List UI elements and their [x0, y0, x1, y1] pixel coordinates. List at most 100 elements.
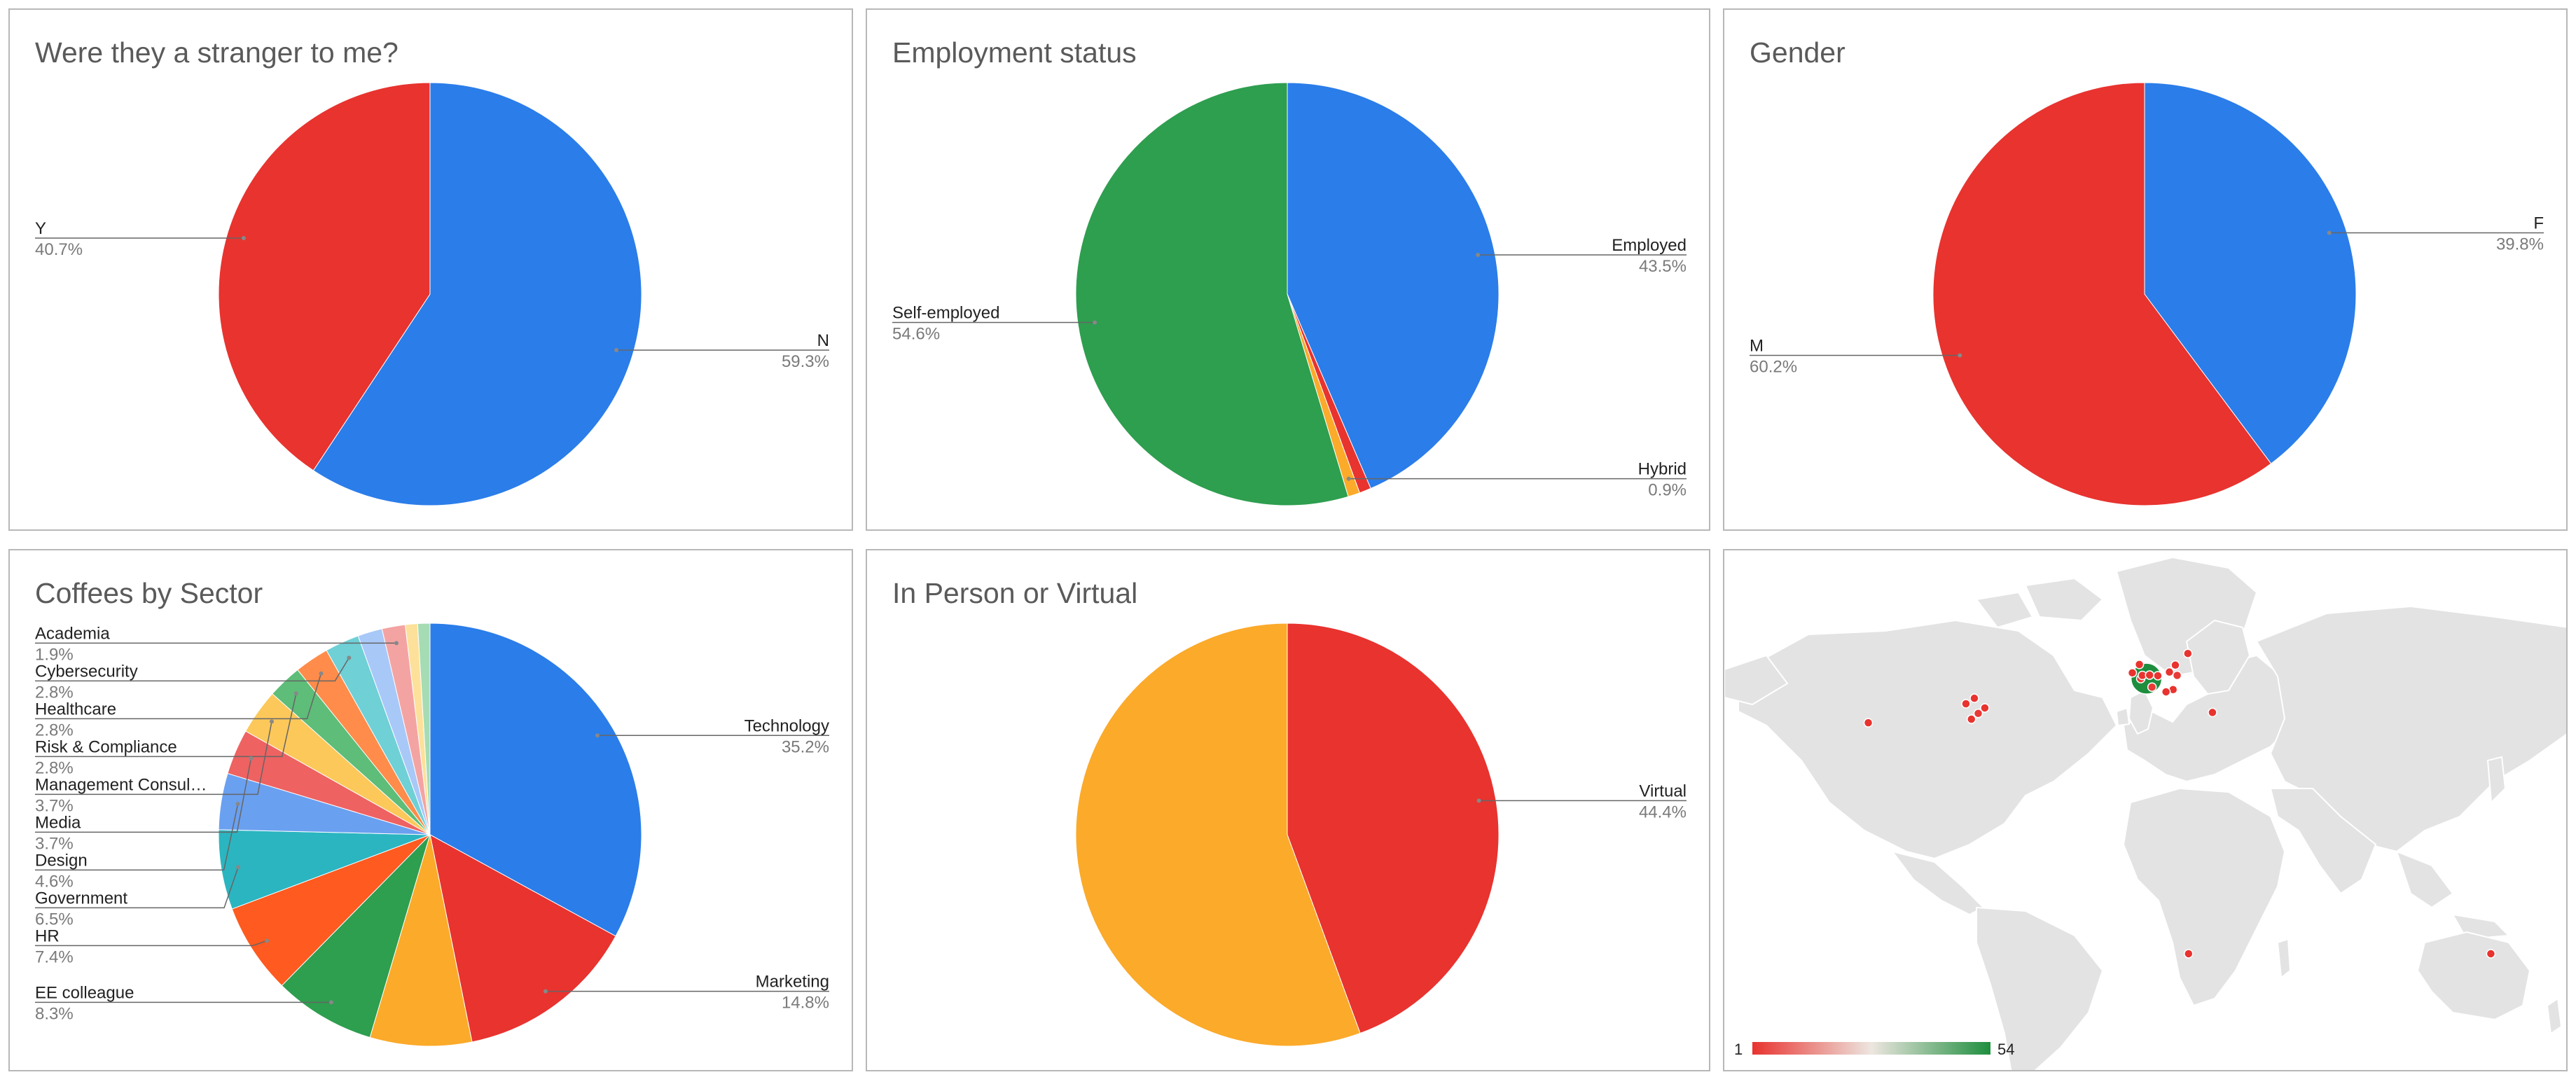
- leader-dot: [249, 756, 254, 761]
- map-marker: [2145, 670, 2154, 680]
- pie-slice: [369, 834, 473, 1047]
- slice-label: Media: [35, 813, 81, 832]
- map-land: [1724, 556, 2566, 1070]
- leader-dot: [269, 719, 274, 724]
- slice-label: Hybrid: [1638, 460, 1687, 479]
- slice-percent: 60.2%: [1750, 358, 1797, 377]
- leader-dot: [1958, 353, 1962, 358]
- map-marker: [2147, 682, 2157, 692]
- slice-label: Management Consul…: [35, 775, 207, 794]
- pie-slice: [1075, 623, 1361, 1047]
- map-marker: [1980, 703, 1990, 713]
- pie-chart-gender: F 39.8% M 60.2%: [1750, 82, 2544, 506]
- slice-percent: 2.8%: [35, 683, 74, 702]
- leader-line: [35, 867, 239, 909]
- leader-dot: [595, 733, 600, 738]
- slice-percent: 1.9%: [35, 645, 74, 664]
- slice-label: Employed: [1612, 236, 1687, 255]
- chart-panel-inperson: In Person or Virtual Virtual 44.4%: [866, 549, 1710, 1071]
- pie-slice: [429, 834, 616, 1043]
- slice-label: Risk & Compliance: [35, 737, 177, 756]
- slice-percent: 59.3%: [782, 352, 829, 371]
- leader-line: [35, 693, 297, 758]
- slice-percent: 8.3%: [35, 1004, 74, 1023]
- map-marker: [1961, 699, 1971, 709]
- map-marker: [1969, 693, 1979, 703]
- pie-slice: [231, 834, 431, 987]
- leader-dot: [614, 348, 619, 353]
- color-scale-min: 1: [1734, 1041, 1743, 1058]
- slice-label: F: [2533, 214, 2544, 232]
- chart-title: In Person or Virtual: [892, 577, 1138, 609]
- slice-percent: 3.7%: [35, 796, 74, 815]
- pie-slice: [429, 623, 642, 937]
- slice-percent: 7.4%: [35, 947, 74, 966]
- leader-line: [35, 721, 272, 795]
- pie-slice: [281, 834, 431, 1038]
- pie-slice: [1287, 82, 1500, 489]
- slice-percent: 2.8%: [35, 721, 74, 739]
- map-marker: [2184, 949, 2194, 959]
- leader-dot: [1093, 320, 1097, 325]
- slice-percent: 14.8%: [782, 994, 829, 1013]
- color-scale-max: 54: [1997, 1041, 2014, 1058]
- slice-percent: 35.2%: [782, 737, 829, 756]
- slice-percent: 40.7%: [35, 240, 83, 259]
- leader-dot: [235, 802, 240, 807]
- map-marker: [2170, 660, 2180, 670]
- leader-line: [35, 940, 268, 947]
- slice-label: Design: [35, 851, 88, 870]
- leader-dot: [1476, 798, 1481, 803]
- leader-dot: [265, 938, 270, 943]
- pie-slice: [312, 82, 642, 506]
- color-scale-bar: [1752, 1042, 1990, 1055]
- leader-dot: [2327, 230, 2332, 235]
- slice-label: HR: [35, 926, 60, 945]
- chart-title: Gender: [1750, 36, 1846, 69]
- pie-slice: [2144, 82, 2357, 464]
- slice-label: N: [817, 331, 829, 350]
- slice-label: Self-employed: [892, 303, 999, 322]
- chart-panel-gender: Gender F 39.8% M 60.2%: [1723, 8, 2568, 531]
- slice-percent: 44.4%: [1639, 802, 1687, 821]
- slice-percent: 3.7%: [35, 834, 74, 853]
- map-markers: [1863, 648, 2496, 959]
- map-marker: [2486, 949, 2496, 959]
- map-marker: [2164, 667, 2175, 677]
- slice-label: EE colleague: [35, 983, 134, 1002]
- leader-line: [35, 758, 252, 833]
- leader-dot: [347, 655, 352, 660]
- map-marker: [2127, 668, 2138, 678]
- map-marker: [1863, 718, 1874, 728]
- chart-panel-stranger: Were they a stranger to me? N 59.3% Y 40.7%: [8, 8, 853, 531]
- leader-dot: [241, 235, 246, 240]
- slice-label: Healthcare: [35, 700, 116, 718]
- world-map: 1 54: [1724, 556, 2566, 1070]
- pie-slice: [417, 623, 431, 835]
- pie-chart-stranger: N 59.3% Y 40.7%: [35, 82, 829, 506]
- slice-label: Cybersecurity: [35, 662, 138, 681]
- pie-chart-sector: Technology 35.2% Marketing 14.8% Academia 1.9…: [35, 623, 829, 1047]
- map-marker: [2183, 648, 2193, 658]
- slice-percent: 39.8%: [2496, 235, 2544, 253]
- map-marker: [2134, 660, 2145, 669]
- slice-label: Virtual: [1639, 781, 1687, 800]
- pie-slice: [1932, 82, 2272, 506]
- slice-percent: 0.9%: [1648, 481, 1687, 500]
- pie-slice: [1287, 623, 1500, 1034]
- slice-percent: 43.5%: [1639, 257, 1687, 276]
- slice-label: Marketing: [756, 973, 829, 992]
- slice-label: Government: [35, 889, 127, 908]
- map-marker: [2153, 671, 2163, 681]
- chart-panel-employment: Employment status Employed 43.5% Hybrid 0.9…: [866, 8, 1710, 531]
- leader-dot: [543, 989, 548, 994]
- map-marker: [1973, 709, 1983, 718]
- chart-panel-map: 1 54: [1723, 549, 2568, 1071]
- leader-line: [35, 803, 239, 871]
- leader-dot: [293, 691, 298, 696]
- pie-slice: [1075, 82, 1349, 506]
- slice-label: M: [1750, 337, 1764, 356]
- leader-dot: [328, 1000, 333, 1005]
- slice-label: Academia: [35, 624, 110, 643]
- map-marker: [2161, 687, 2171, 697]
